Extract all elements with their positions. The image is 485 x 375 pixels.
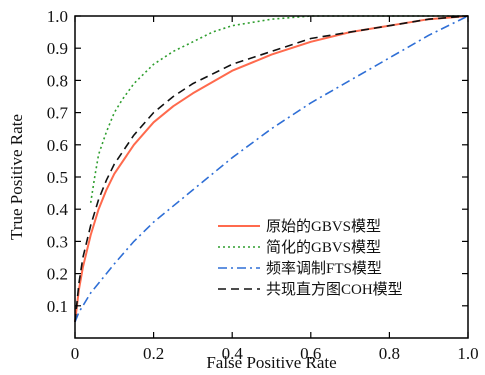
- series-line-1: [74, 15, 469, 323]
- legend-label-2: 简化的GBVS模型: [266, 239, 381, 256]
- y-tick-label: 0.4: [47, 200, 69, 219]
- y-tick-label: 0.5: [47, 168, 68, 187]
- x-tick-label: 0.6: [300, 344, 321, 363]
- y-tick-label: 0.2: [47, 265, 68, 284]
- y-tick-label: 1.0: [47, 7, 68, 26]
- y-tick-label: 0.3: [47, 232, 68, 251]
- x-axis-title: False Positive Rate: [206, 353, 336, 372]
- y-tick-label: 0.1: [47, 297, 68, 316]
- y-tick-label: 0.9: [47, 39, 68, 58]
- legend-label-1: 原始的GBVS模型: [266, 218, 381, 235]
- legend-label-3: 频率调制FTS模型: [266, 260, 382, 277]
- series-line-3: [74, 15, 469, 323]
- x-tick-label: 1.0: [457, 344, 478, 363]
- series-line-4: [74, 15, 469, 322]
- series-line-2: [89, 15, 468, 203]
- y-tick-label: 0.6: [47, 136, 68, 155]
- x-tick-label: 0.4: [222, 344, 244, 363]
- legend-label-4: 共现直方图COH模型: [266, 281, 403, 298]
- ticks-layer: 0 0.2 0.4 0.6 0.8 1.0 0.1 0.2 0.3 0.4 0.5 0.6 0.7 0.8…: [47, 7, 479, 363]
- y-tick-label: 0.8: [47, 71, 68, 90]
- x-tick-label: 0: [71, 344, 80, 363]
- y-tick-label: 0.7: [47, 104, 69, 123]
- x-tick-label: 0.8: [379, 344, 400, 363]
- y-axis-title: True Positive Rate: [7, 114, 26, 240]
- x-tick-label: 0.2: [143, 344, 164, 363]
